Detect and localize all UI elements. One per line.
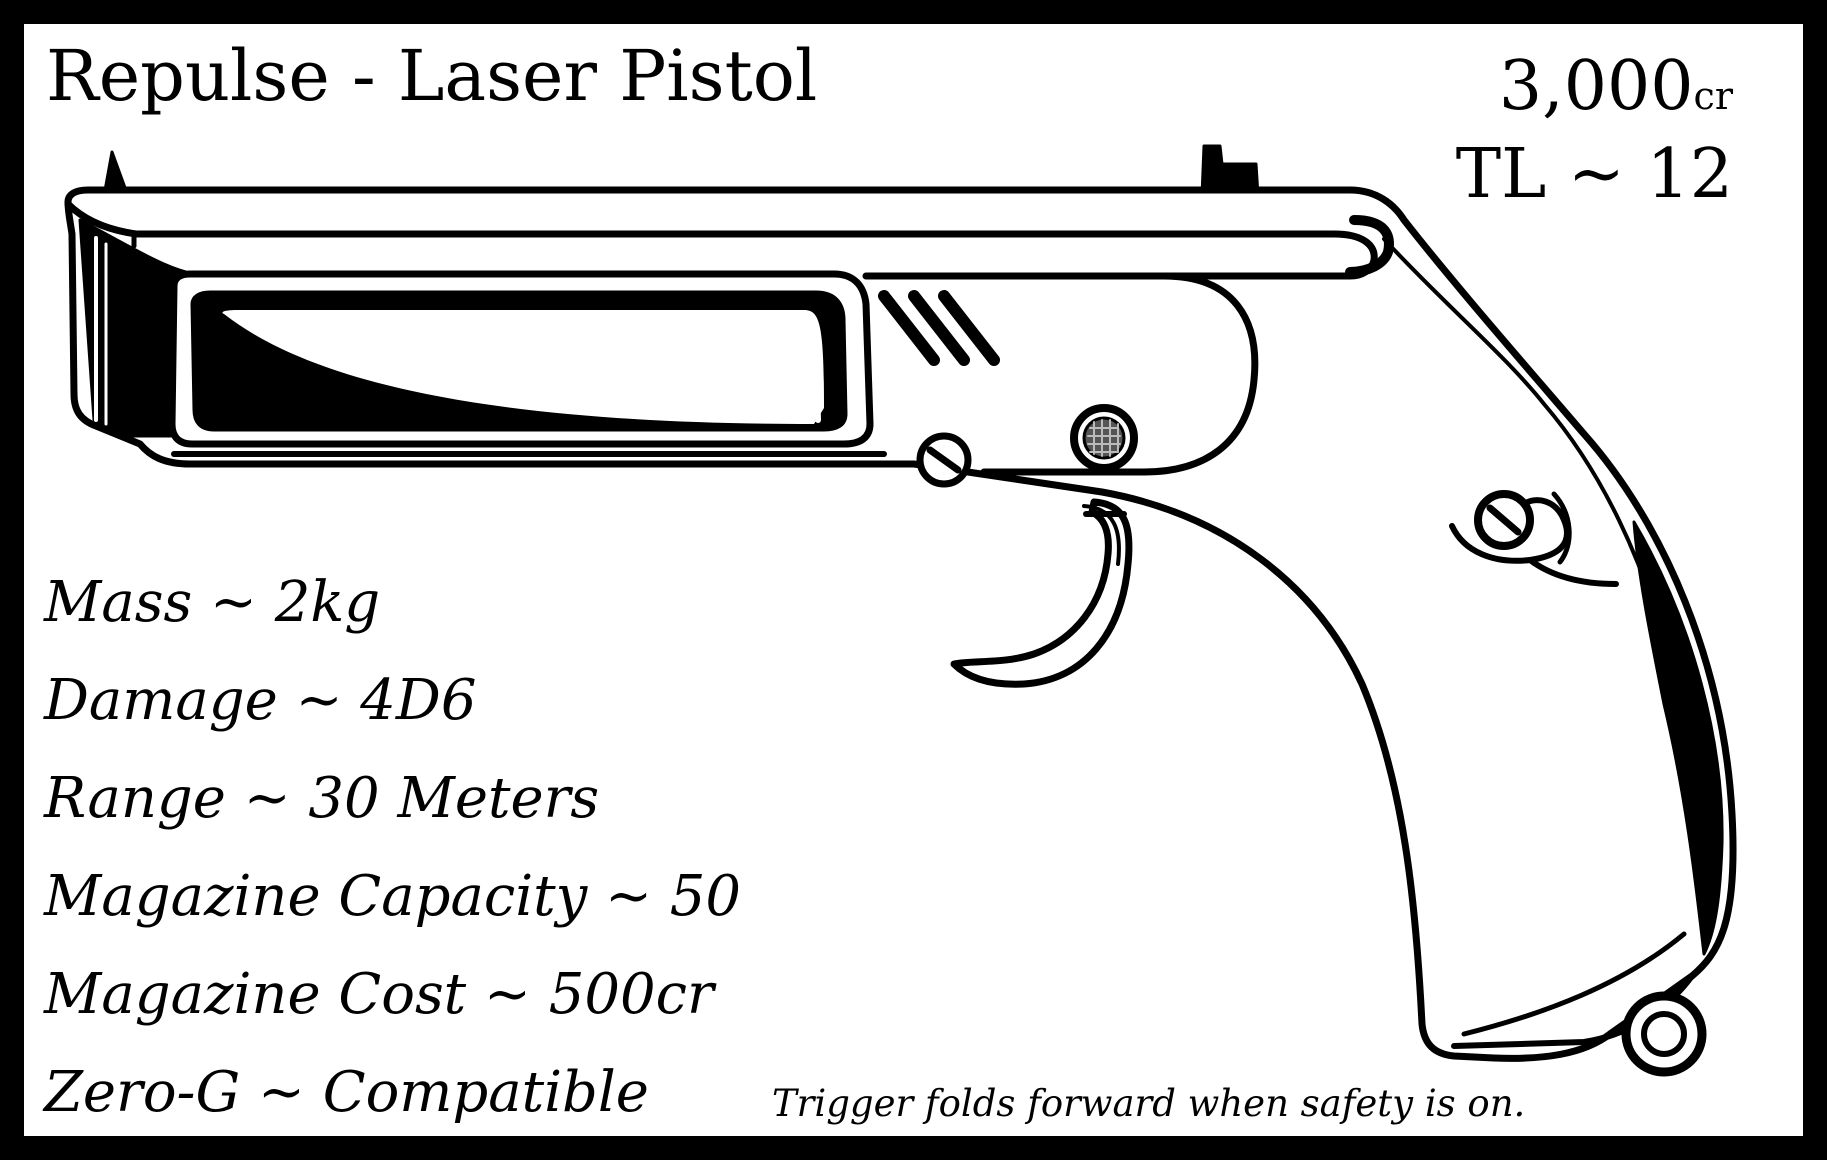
stat-magazine-cost: Magazine Cost ~ 500cr (44, 946, 741, 1044)
tech-level: TL ~ 12 (1455, 134, 1733, 214)
price-value: 3,000 (1498, 47, 1694, 126)
stat-value: 2kg (274, 570, 381, 635)
stat-mass: Mass ~ 2kg (44, 554, 741, 652)
stat-sep: ~ (466, 962, 549, 1027)
stat-label: Zero-G (44, 1060, 241, 1125)
stat-sep: ~ (587, 864, 670, 929)
stat-label: Mass (44, 570, 193, 635)
stat-label: Magazine Cost (44, 962, 467, 1027)
stat-value: 50 (669, 864, 742, 929)
stat-value: Compatible (322, 1060, 649, 1125)
price-unit: cr (1693, 74, 1733, 118)
stat-sep: ~ (240, 1060, 323, 1125)
stat-zero-g: Zero-G ~ Compatible (44, 1044, 741, 1136)
stat-label: Magazine Capacity (44, 864, 588, 929)
stat-value: 500cr (548, 962, 714, 1027)
stat-label: Damage (44, 668, 278, 733)
stat-label: Range (44, 766, 226, 831)
price: 3,000cr (1456, 46, 1733, 128)
stat-sep: ~ (192, 570, 275, 635)
stat-value: 4D6 (360, 668, 477, 733)
laser-pistol-icon (64, 144, 1737, 1077)
stat-range: Range ~ 30 Meters (44, 750, 741, 848)
weapon-card: Repulse - Laser Pistol 3,000cr TL ~ 12 M… (24, 24, 1803, 1136)
stat-magazine-capacity: Magazine Capacity ~ 50 (44, 848, 741, 946)
stat-sep: ~ (277, 668, 361, 733)
stat-sep: ~ (225, 766, 309, 831)
stat-damage: Damage ~ 4D6 (44, 652, 741, 750)
stats-list: Mass ~ 2kg Damage ~ 4D6 Range ~ 30 Meter… (44, 554, 741, 1136)
stat-value: 30 Meters (308, 766, 600, 831)
weapon-title: Repulse - Laser Pistol (46, 35, 818, 117)
price-block: 3,000cr TL ~ 12 (1456, 46, 1733, 215)
trigger-note: Trigger folds forward when safety is on. (772, 1082, 1526, 1125)
